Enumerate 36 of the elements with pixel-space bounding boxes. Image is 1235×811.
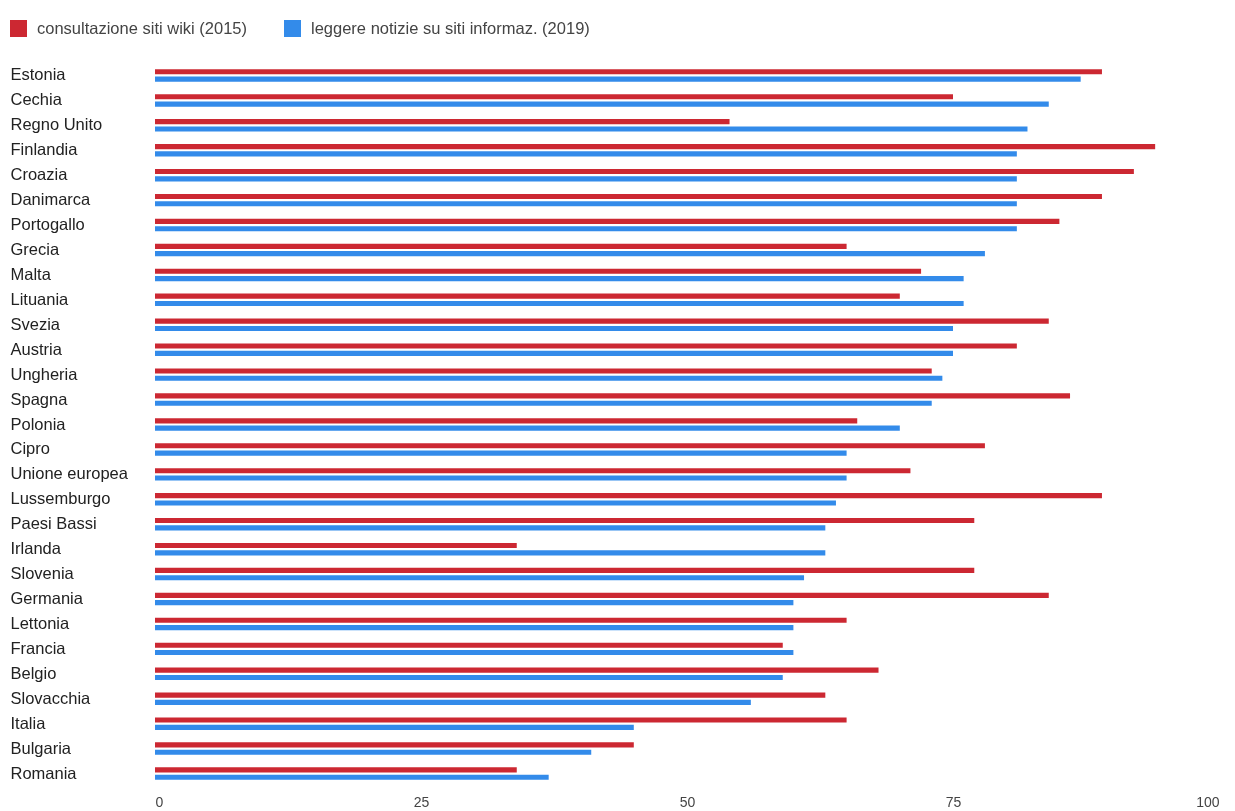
y-tick-label: Grecia [10, 239, 60, 258]
legend-label: leggere notizie su siti informaz. (2019) [311, 18, 590, 37]
x-tick-label: 50 [679, 793, 696, 810]
y-tick-label: Bulgaria [10, 738, 72, 757]
y-tick-label: Danimarca [10, 190, 92, 209]
y-tick-label: Romania [10, 763, 78, 782]
y-tick-label: Cechia [10, 90, 63, 109]
y-tick-label: Croazia [10, 165, 69, 184]
x-tick-label: 0 [155, 793, 164, 810]
y-tick-label: Paesi Bassi [10, 514, 97, 533]
y-tick-label: Francia [10, 638, 67, 657]
y-tick-label: Germania [10, 589, 84, 608]
legend-label: consultazione siti wiki (2015) [37, 18, 248, 37]
y-tick-label: Estonia [10, 65, 67, 84]
y-tick-label: Lituania [10, 289, 70, 308]
y-tick-label: Belgio [10, 663, 57, 682]
y-tick-label: Svezia [10, 314, 61, 333]
x-tick-label: 25 [413, 793, 430, 810]
y-tick-label: Portogallo [10, 215, 85, 234]
y-tick-label: Slovenia [10, 564, 75, 583]
x-tick-label: 75 [945, 793, 962, 810]
y-tick-label: Irlanda [10, 539, 62, 558]
y-tick-label: Cipro [10, 439, 50, 458]
y-tick-label: Spagna [10, 389, 69, 408]
y-tick-label: Malta [10, 264, 52, 283]
y-tick-label: Slovacchia [10, 688, 92, 707]
y-tick-label: Unione europea [10, 464, 129, 483]
y-tick-label: Austria [10, 339, 63, 358]
y-tick-label: Ungheria [10, 364, 79, 383]
x-tick-label: 100 [1196, 793, 1220, 810]
y-tick-label: Lussemburgo [10, 489, 111, 508]
y-tick-label: Finlandia [10, 140, 79, 159]
y-tick-label: Regno Unito [10, 115, 103, 134]
y-tick-label: Italia [10, 713, 47, 732]
y-tick-label: Lettonia [10, 613, 71, 632]
y-tick-label: Polonia [10, 414, 67, 433]
